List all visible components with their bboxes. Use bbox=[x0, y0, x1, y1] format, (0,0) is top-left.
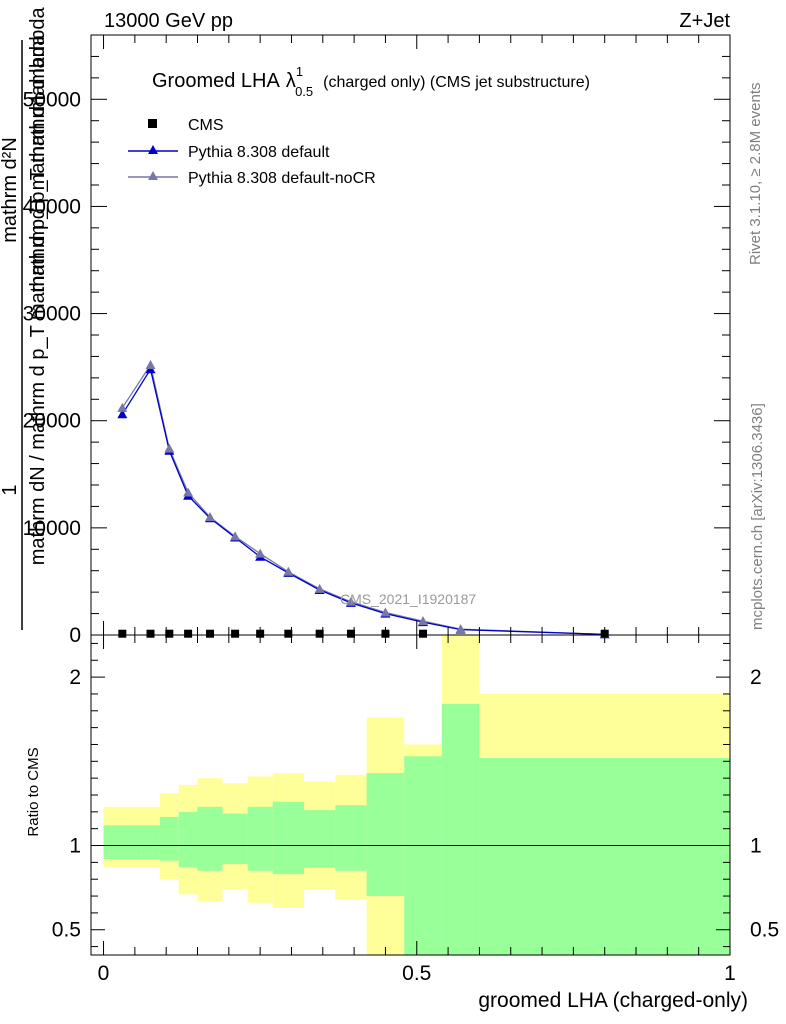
ratio-inner-band-bin bbox=[272, 801, 304, 875]
data-point-pythia-default bbox=[117, 409, 128, 419]
data-point-pythia-nocr bbox=[418, 616, 429, 626]
main-y-tick-label: 10000 bbox=[23, 517, 81, 540]
data-point-cms bbox=[346, 629, 355, 638]
main-axis-ticks: 0 10000 20000 30000 40000 50000 bbox=[23, 34, 731, 647]
legend-label-pythia-nocr: Pythia 8.308 default-noCR bbox=[188, 170, 376, 187]
data-point-cms bbox=[184, 629, 193, 638]
data-point-pythia-nocr bbox=[230, 531, 241, 541]
ratio-inner-band-bin bbox=[197, 806, 223, 871]
ratio-x-tick-label: 0.5 bbox=[402, 962, 431, 985]
ratio-y-tick-label: 1 bbox=[69, 835, 81, 858]
series-line-pythia-nocr bbox=[121, 363, 605, 636]
ratio-inner-band-bin bbox=[441, 704, 480, 955]
data-point-cms bbox=[165, 629, 174, 638]
mcplots-label: mcplots.cern.ch [arXiv:1306.3436] bbox=[749, 403, 766, 630]
legend-marker-pythia-nocr bbox=[148, 171, 158, 180]
main-title-superscript: 1 bbox=[296, 64, 303, 79]
main-title-subscript: 0.5 bbox=[295, 84, 313, 99]
ratio-inner-band-bin bbox=[404, 756, 442, 955]
main-panel: 0 10000 20000 30000 40000 50000 Groomed LHA λ1… bbox=[23, 34, 731, 647]
data-point-cms bbox=[231, 629, 240, 638]
main-title: Groomed LHA λ1 0.5 (charged only) (CMS jet … bbox=[152, 64, 590, 99]
main-y-tick-label: 50000 bbox=[23, 88, 81, 111]
data-point-cms bbox=[419, 629, 428, 638]
ratio-inner-band-bin bbox=[366, 773, 405, 897]
rivet-info-label: Rivet 3.1.10, ≥ 2.8M events bbox=[747, 83, 764, 266]
data-point-pythia-nocr bbox=[145, 360, 156, 369]
analysis-watermark: CMS_2021_I1920187 bbox=[340, 591, 476, 607]
main-y-tick-label: 30000 bbox=[23, 303, 81, 326]
legend-label-pythia-default: Pythia 8.308 default bbox=[188, 144, 330, 161]
main-ylabel: 1 mathrm dN / mathrm d p_T mathrm d p_T … bbox=[0, 6, 49, 630]
ratio-inner-band-bin bbox=[479, 757, 730, 955]
main-title-text: Groomed LHA bbox=[152, 70, 280, 92]
data-point-pythia-nocr bbox=[380, 607, 391, 617]
legend-entry-cms: CMS bbox=[148, 117, 224, 134]
main-ylabel-numerator-1: 1 bbox=[0, 484, 21, 495]
main-y-tick-label: 20000 bbox=[23, 410, 81, 433]
legend-marker-pythia-default bbox=[148, 145, 158, 154]
legend-label-cms: CMS bbox=[188, 117, 224, 134]
main-ylabel-denominator-1: mathrm dN / mathrm d p_T mathrm d p_T ma… bbox=[27, 34, 49, 565]
main-ylabel-numerator-2: mathrm d²N bbox=[0, 137, 21, 243]
main-ylabel-denominator-2: mathrm d p_T mathrm d lambda bbox=[27, 6, 49, 292]
main-plot-marks bbox=[117, 360, 610, 639]
ratio-ylabel: Ratio to CMS bbox=[25, 747, 42, 836]
main-y-tick-label: 0 bbox=[69, 624, 81, 647]
data-point-pythia-nocr bbox=[455, 624, 466, 634]
ratio-x-tick-label: 1 bbox=[724, 962, 736, 985]
ratio-x-tick-label: 0 bbox=[98, 962, 110, 985]
data-point-cms bbox=[284, 629, 293, 638]
data-point-pythia-nocr bbox=[345, 596, 356, 606]
ratio-inner-band-bin bbox=[141, 825, 160, 859]
data-point-pythia-nocr bbox=[314, 583, 325, 593]
ratio-y-tick-label-right: 0.5 bbox=[750, 919, 779, 942]
data-point-pythia-nocr bbox=[164, 443, 175, 453]
ratio-axis-ticks: 0 0.5 1 0.5 0.5 1 1 2 2 bbox=[52, 635, 779, 985]
main-title-symbol: λ bbox=[286, 70, 296, 92]
ratio-inner-band-bin bbox=[247, 806, 273, 871]
header-left-label: 13000 GeV pp bbox=[104, 10, 233, 32]
data-point-cms bbox=[146, 629, 155, 638]
header-right-label: Z+Jet bbox=[679, 10, 730, 32]
ratio-inner-band-bin bbox=[222, 813, 248, 865]
ratio-y-tick-label-right: 1 bbox=[750, 835, 762, 858]
main-title-rest: (charged only) (CMS jet substructure) bbox=[323, 74, 590, 91]
ratio-y-tick-label-right: 2 bbox=[750, 666, 762, 689]
x-axis-label: groomed LHA (charged-only) bbox=[478, 989, 748, 1012]
ratio-plot-marks bbox=[91, 635, 730, 955]
data-point-pythia-nocr bbox=[117, 402, 128, 412]
ratio-inner-band-bin bbox=[178, 811, 198, 868]
ratio-inner-band-bin bbox=[335, 805, 367, 871]
data-point-cms bbox=[206, 629, 215, 638]
ratio-inner-band-bin bbox=[159, 816, 179, 861]
ratio-inner-band-bin bbox=[304, 810, 336, 868]
legend-marker-cms bbox=[148, 119, 157, 128]
data-point-pythia-nocr bbox=[255, 548, 266, 558]
data-point-pythia-nocr bbox=[205, 512, 216, 522]
series-line-pythia-default bbox=[121, 367, 605, 636]
data-point-pythia-nocr bbox=[183, 487, 194, 497]
ratio-y-tick-label: 0.5 bbox=[52, 919, 81, 942]
ratio-inner-band-bin bbox=[103, 825, 142, 859]
legend-entry-pythia-default: Pythia 8.308 default bbox=[128, 144, 330, 161]
legend: CMS Pythia 8.308 default Pythia 8.308 de… bbox=[128, 117, 376, 187]
data-point-cms bbox=[118, 629, 127, 638]
data-point-pythia-nocr bbox=[283, 566, 294, 576]
ratio-panel: 0 0.5 1 0.5 0.5 1 1 2 2 bbox=[52, 634, 779, 985]
main-y-tick-label: 40000 bbox=[23, 195, 81, 218]
legend-entry-pythia-nocr: Pythia 8.308 default-noCR bbox=[128, 170, 376, 187]
data-point-cms bbox=[315, 629, 324, 638]
ratio-y-tick-label: 2 bbox=[69, 666, 81, 689]
